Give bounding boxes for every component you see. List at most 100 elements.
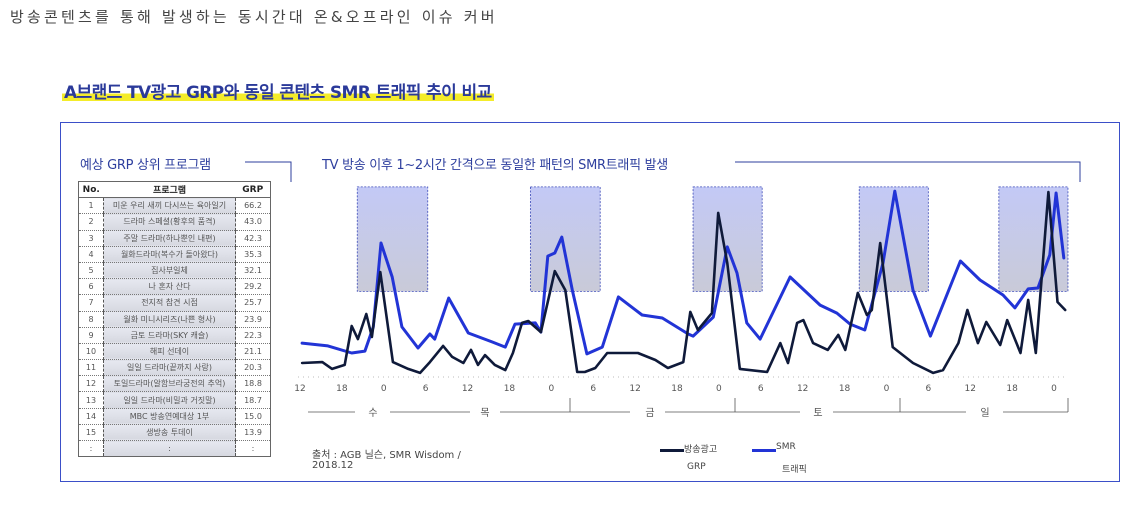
program-name: : [103, 440, 236, 458]
row-number: 2 [78, 213, 104, 231]
grp-value: 13.9 [235, 424, 271, 442]
legend-sublabel-grp: GRP [687, 462, 706, 472]
row-number: 11 [78, 359, 104, 377]
table-row: 11 일일 드라마(끝까지 사랑) 20.3 [78, 359, 271, 377]
x-tick-label: 6 [590, 384, 596, 394]
grp-table: No. 프로그램 GRP 1 미운 우리 새끼 다시쓰는 육아일기 66.2 2 드라마… [78, 181, 271, 458]
row-number: : [78, 440, 104, 458]
legend-swatch-smr [752, 449, 776, 452]
page-title: 방송콘텐츠를 통해 발생하는 동시간대 온&오프라인 이슈 커버 [10, 8, 498, 26]
grp-value: 32.1 [235, 262, 271, 280]
program-name: 전지적 참견 시점 [103, 294, 236, 312]
table-row: 14 MBC 방송연예대상 1부 15.0 [78, 408, 271, 425]
day-label: 일 [980, 407, 989, 419]
x-tick-label: 0 [716, 384, 722, 394]
grp-value: 20.3 [235, 359, 271, 377]
program-name: 토일드라마(알함브라궁전의 추억) [103, 375, 236, 393]
section-title: A브랜드 TV광고 GRP와 동일 콘텐츠 SMR 트래픽 추이 비교 [62, 78, 494, 103]
row-number: 1 [78, 197, 104, 215]
row-number: 6 [78, 278, 104, 296]
x-tick-label: 18 [1006, 384, 1018, 394]
row-number: 7 [78, 294, 104, 312]
table-row: 13 일일 드라마(비밀과 거짓말) 18.7 [78, 391, 271, 409]
column-header-grp: GRP [235, 181, 271, 199]
row-number: 5 [78, 262, 104, 280]
table-header-row: No. 프로그램 GRP [78, 181, 271, 199]
x-tick-label: 0 [548, 384, 554, 394]
table-row: 7 전지적 참견 시점 25.7 [78, 294, 271, 312]
row-number: 10 [78, 343, 104, 361]
grp-value: 43.0 [235, 213, 271, 231]
row-number: 13 [78, 391, 104, 409]
column-header-program: 프로그램 [103, 181, 236, 199]
x-tick-label: 0 [381, 384, 387, 394]
x-tick-label: 12 [964, 384, 975, 394]
grp-value: 18.7 [235, 391, 271, 409]
column-header-no: No. [78, 181, 104, 199]
row-number: 15 [78, 424, 104, 442]
x-tick-label: 6 [423, 384, 429, 394]
x-tick-label: 18 [504, 384, 516, 394]
table-row: 10 해피 선데이 21.1 [78, 343, 271, 361]
x-tick-label: 12 [462, 384, 473, 394]
program-name: 월화 미니시리즈(나쁜 형사) [103, 311, 236, 328]
chart-frame [60, 122, 1120, 482]
legend-swatch-grp [660, 449, 684, 452]
table-label: 예상 GRP 상위 프로그램 [80, 158, 211, 173]
grp-value: 23.9 [235, 311, 271, 328]
x-tick-label: 12 [294, 384, 305, 394]
day-label: 토 [813, 408, 822, 419]
grp-value: 22.3 [235, 327, 271, 344]
source-date: 2018.12 [312, 460, 354, 471]
table-row: 2 드라마 스페셜(황후의 품격) 43.0 [78, 213, 271, 231]
x-tick-label: 12 [797, 384, 808, 394]
row-number: 3 [78, 230, 104, 247]
x-tick-label: 6 [758, 384, 764, 394]
table-row: 1 미운 우리 새끼 다시쓰는 육아일기 66.2 [78, 197, 271, 215]
legend-label-grp: 방송광고 [684, 445, 718, 455]
program-name: 생방송 투데이 [103, 424, 236, 442]
table-label-connector [245, 161, 292, 182]
source-text: 출처 : AGB 닐슨, SMR Wisdom / [312, 450, 461, 461]
day-label: 금 [645, 407, 654, 419]
grp-value: 35.3 [235, 246, 271, 263]
row-number: 14 [78, 408, 104, 425]
series-line [300, 189, 1066, 356]
table-row: 4 월화드라마(복수가 돌아왔다) 35.3 [78, 246, 271, 263]
program-name: 금토 드라마(SKY 캐슬) [103, 327, 236, 344]
grp-value: 29.2 [235, 278, 271, 296]
program-name: 일일 드라마(끝까지 사랑) [103, 359, 236, 377]
table-row: 12 토일드라마(알함브라궁전의 추억) 18.8 [78, 375, 271, 393]
program-name: 집사부일체 [103, 262, 236, 280]
table-row: 5 집사부일체 32.1 [78, 262, 271, 280]
day-label: 목 [480, 407, 489, 419]
x-tick-label: 0 [884, 384, 890, 394]
program-name: MBC 방송연예대상 1부 [103, 408, 236, 425]
legend-item-smr: SMR 트래픽 [752, 442, 832, 482]
table-row: ::: [78, 440, 271, 458]
program-name: 주말 드라마(하나뿐인 내편) [103, 230, 236, 247]
grp-value: : [235, 440, 271, 458]
table-row: 3 주말 드라마(하나뿐인 내편) 42.3 [78, 230, 271, 247]
x-tick-label: 6 [925, 384, 931, 394]
x-tick-label: 18 [336, 384, 348, 394]
grp-value: 42.3 [235, 230, 271, 247]
program-name: 월화드라마(복수가 돌아왔다) [103, 246, 236, 263]
series-line [300, 190, 1067, 375]
program-name: 미운 우리 새끼 다시쓰는 육아일기 [103, 197, 236, 215]
program-name: 나 혼자 산다 [103, 278, 236, 296]
x-tick-label: 12 [629, 384, 640, 394]
grp-value: 21.1 [235, 343, 271, 361]
table-row: 8 월화 미니시리즈(나쁜 형사) 23.9 [78, 311, 271, 328]
grp-value: 66.2 [235, 197, 271, 215]
chart-label: TV 방송 이후 1~2시간 간격으로 동일한 패턴의 SMR트래픽 발생 [322, 158, 668, 173]
grp-value: 15.0 [235, 408, 271, 425]
legend-item-grp: 방송광고 GRP [660, 442, 740, 482]
x-tick-label: 18 [839, 384, 851, 394]
row-number: 9 [78, 327, 104, 344]
program-name: 해피 선데이 [103, 343, 236, 361]
x-tick-label: 0 [1051, 384, 1057, 394]
table-row: 9 금토 드라마(SKY 캐슬) 22.3 [78, 327, 271, 344]
